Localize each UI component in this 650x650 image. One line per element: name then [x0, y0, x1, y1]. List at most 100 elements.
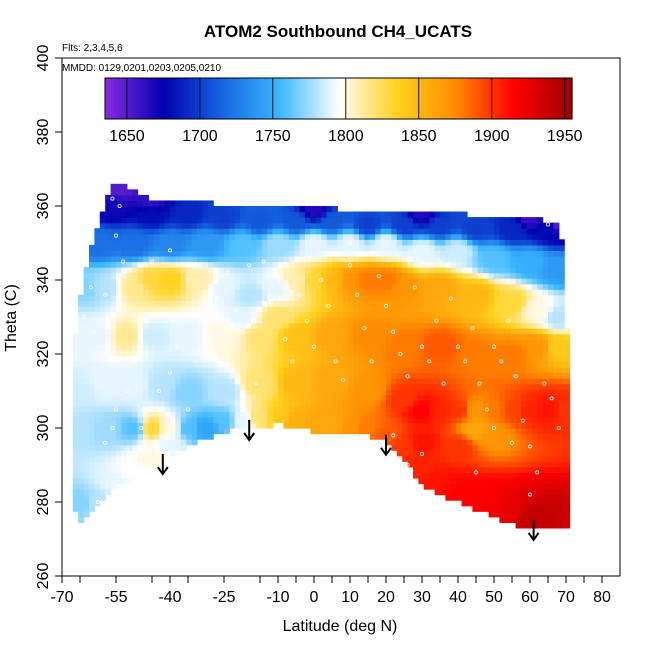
- field-cell: [288, 294, 295, 301]
- field-cell: [321, 333, 328, 340]
- field-cell: [396, 233, 403, 240]
- field-cell: [332, 355, 338, 362]
- field-cell: [467, 267, 473, 274]
- field-cell: [510, 433, 517, 440]
- field-cell: [510, 422, 517, 429]
- field-cell: [72, 466, 79, 473]
- field-cell: [558, 428, 565, 435]
- field-cell: [186, 244, 193, 251]
- field-cell: [477, 217, 484, 224]
- field-cell: [197, 278, 203, 285]
- field-cell: [159, 411, 166, 418]
- field-cell: [380, 361, 387, 368]
- field-cell: [321, 394, 328, 401]
- field-cell: [494, 283, 500, 290]
- colorbar-segment: [423, 78, 427, 119]
- field-cell: [456, 489, 463, 496]
- field-cell: [380, 416, 387, 424]
- field-cell: [197, 339, 203, 346]
- field-cell: [180, 439, 187, 446]
- field-cell: [413, 294, 419, 301]
- field-cell: [126, 300, 133, 307]
- field-cell: [272, 405, 279, 412]
- field-cell: [94, 255, 101, 263]
- field-cell: [121, 333, 128, 340]
- field-cell: [110, 222, 117, 229]
- field-cell: [429, 394, 436, 401]
- field-cell: [148, 350, 155, 357]
- field-cell: [488, 433, 495, 440]
- field-cell: [218, 333, 225, 340]
- field-cell: [186, 383, 193, 390]
- field-cell: [105, 455, 112, 462]
- field-cell: [78, 328, 85, 335]
- field-cell: [89, 267, 95, 274]
- field-cell: [342, 322, 349, 329]
- field-cell: [240, 350, 247, 357]
- field-cell: [186, 289, 193, 296]
- field-cell: [456, 333, 463, 340]
- field-cell: [89, 366, 95, 374]
- field-cell: [477, 466, 484, 473]
- field-cell: [89, 472, 95, 479]
- field-cell: [521, 494, 527, 501]
- field-cell: [418, 300, 425, 307]
- field-cell: [143, 228, 149, 235]
- field-cell: [558, 339, 565, 346]
- field-cell: [542, 378, 549, 385]
- field-cell: [488, 372, 495, 379]
- field-cell: [348, 366, 355, 374]
- field-cell: [467, 494, 473, 501]
- field-cell: [461, 355, 468, 362]
- field-cell: [521, 222, 527, 229]
- field-cell: [488, 378, 495, 385]
- field-cell: [83, 405, 90, 412]
- field-cell: [483, 267, 490, 274]
- field-cell: [116, 355, 122, 362]
- field-cell: [499, 328, 506, 335]
- field-cell: [483, 294, 490, 301]
- field-cell: [445, 289, 452, 296]
- field-cell: [445, 489, 452, 496]
- sample-point: [149, 259, 154, 264]
- field-cell: [299, 261, 306, 268]
- field-cell: [105, 344, 112, 351]
- field-cell: [542, 383, 549, 390]
- field-cell: [504, 267, 511, 274]
- colorbar-segment: [382, 78, 386, 119]
- field-cell: [548, 439, 554, 446]
- field-cell: [229, 300, 236, 307]
- field-cell: [132, 272, 139, 279]
- field-cell: [207, 233, 214, 240]
- field-cell: [256, 361, 263, 368]
- field-cell: [429, 383, 436, 390]
- field-cell: [558, 378, 565, 385]
- field-cell: [423, 261, 430, 268]
- sample-point: [110, 425, 115, 430]
- field-cell: [348, 428, 355, 435]
- field-cell: [294, 233, 301, 240]
- field-cell: [126, 211, 133, 218]
- field-cell: [515, 522, 522, 529]
- field-cell: [105, 311, 112, 318]
- field-cell: [515, 289, 522, 296]
- field-cell: [504, 278, 511, 285]
- field-cell: [548, 255, 554, 263]
- field-cell: [261, 317, 268, 324]
- field-cell: [72, 383, 79, 390]
- field-cell: [461, 344, 468, 351]
- field-cell: [143, 283, 149, 290]
- field-cell: [207, 255, 214, 263]
- field-cell: [321, 411, 328, 418]
- field-cell: [510, 483, 517, 490]
- field-cell: [553, 283, 560, 290]
- field-cell: [175, 400, 182, 407]
- field-cell: [175, 378, 182, 385]
- field-cell: [332, 300, 338, 307]
- field-cell: [423, 233, 430, 240]
- field-cell: [321, 422, 328, 429]
- field-cell: [526, 494, 533, 501]
- field-cell: [440, 428, 446, 435]
- field-cell: [548, 278, 554, 285]
- field-cell: [510, 333, 517, 340]
